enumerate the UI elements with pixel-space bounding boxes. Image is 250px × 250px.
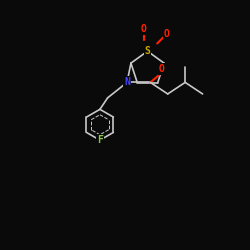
- Text: S: S: [144, 46, 150, 56]
- Text: O: O: [141, 24, 146, 34]
- Text: O: O: [159, 64, 165, 74]
- Text: N: N: [124, 78, 130, 88]
- Text: O: O: [164, 29, 170, 39]
- Text: F: F: [97, 135, 103, 145]
